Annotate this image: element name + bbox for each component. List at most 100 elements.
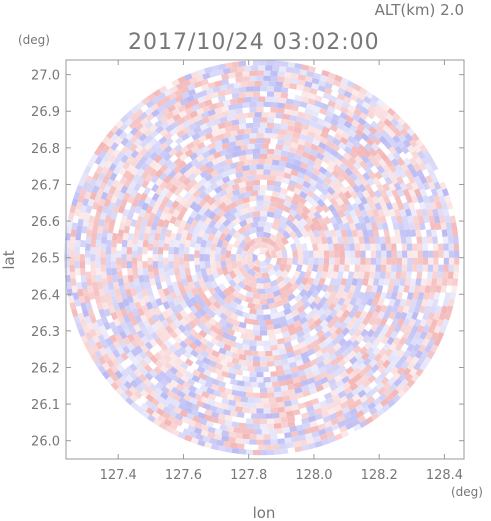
radar-gate xyxy=(263,434,271,440)
radar-gate xyxy=(397,305,405,314)
radar-gate xyxy=(335,197,345,207)
radar-gate xyxy=(402,305,410,314)
radar-gate xyxy=(233,177,242,185)
radar-gate xyxy=(314,324,324,333)
radar-gate xyxy=(162,257,169,265)
radar-gate xyxy=(396,250,403,258)
radar-gate xyxy=(416,194,424,204)
radar-gate xyxy=(123,281,130,290)
radar-gate xyxy=(415,208,423,217)
radar-gate xyxy=(247,80,255,87)
radar-gate xyxy=(285,98,294,105)
radar-gate xyxy=(280,326,289,334)
radar-gate xyxy=(205,340,215,349)
radar-gate xyxy=(305,216,314,226)
radar-gate xyxy=(82,198,90,207)
radar-gate xyxy=(242,102,250,108)
y-tick-label: 27.0 xyxy=(31,69,60,84)
radar-gate xyxy=(91,232,98,241)
radar-gate xyxy=(339,257,345,266)
radar-gate xyxy=(294,293,303,303)
radar-gate xyxy=(277,433,285,439)
radar-gate xyxy=(144,225,152,234)
radar-gate xyxy=(322,264,329,273)
radar-gate xyxy=(96,188,104,197)
radar-gate xyxy=(201,391,210,399)
radar-gate xyxy=(346,215,355,225)
radar-gate xyxy=(403,157,412,166)
radar-gate xyxy=(391,305,399,314)
radar-gate xyxy=(351,119,360,128)
radar-gate xyxy=(327,129,337,138)
radar-gate xyxy=(337,191,347,201)
radar-gate xyxy=(331,296,340,306)
radar-gate xyxy=(217,386,226,394)
radar-gate xyxy=(412,343,421,353)
radar-gate xyxy=(384,330,393,339)
radar-gate xyxy=(141,410,150,419)
radar-gate xyxy=(108,343,117,353)
radar-gate xyxy=(415,278,422,287)
radar-gate xyxy=(233,297,243,305)
radar-gate xyxy=(278,263,287,273)
radar-gate xyxy=(289,83,298,90)
radar-gate xyxy=(334,326,344,336)
radar-gate xyxy=(184,344,194,354)
radar-gate xyxy=(312,402,321,411)
radar-gate xyxy=(270,201,279,208)
radar-gate xyxy=(158,421,168,430)
radar-gate xyxy=(341,179,350,189)
radar-gate xyxy=(383,118,393,128)
radar-gate xyxy=(277,107,285,114)
radar-gate xyxy=(363,236,370,245)
radar-gate xyxy=(405,324,414,334)
radar-gate xyxy=(316,177,326,186)
radar-gate xyxy=(270,402,278,409)
radar-gate xyxy=(173,143,183,153)
radar-gate xyxy=(216,374,225,382)
radar-gate xyxy=(402,250,408,258)
radar-gate xyxy=(193,125,202,134)
radar-gate xyxy=(208,147,217,156)
radar-gate xyxy=(217,445,226,452)
radar-gate xyxy=(274,269,284,279)
radar-gate xyxy=(85,205,93,214)
radar-gate xyxy=(106,274,113,283)
radar-gate xyxy=(309,120,318,128)
radar-gate xyxy=(187,194,197,204)
radar-gate xyxy=(148,338,158,347)
radar-gate xyxy=(290,371,299,379)
radar-gate xyxy=(168,415,177,424)
radar-gate xyxy=(266,324,275,331)
radar-gate xyxy=(261,429,269,435)
radar-gate xyxy=(430,305,438,314)
radar-gate xyxy=(126,342,135,352)
radar-gate xyxy=(285,130,294,137)
radar-gate xyxy=(82,325,90,334)
radar-gate xyxy=(340,291,349,300)
radar-gate xyxy=(195,235,203,245)
radar-gate xyxy=(252,361,260,367)
radar-gate xyxy=(163,243,170,251)
radar-gate xyxy=(302,422,311,430)
radar-gate xyxy=(409,138,418,148)
radar-gate xyxy=(117,301,126,310)
radar-gate xyxy=(435,222,442,231)
radar-gate xyxy=(112,204,120,214)
radar-gate xyxy=(179,152,188,162)
radar-gate xyxy=(116,250,122,258)
radar-gate xyxy=(85,243,91,251)
radar-gate xyxy=(165,81,174,90)
radar-gate xyxy=(294,212,303,222)
radar-gate xyxy=(376,165,386,174)
radar-gate xyxy=(387,129,397,139)
radar-gate xyxy=(302,326,312,335)
radar-gate xyxy=(356,383,366,393)
radar-gate xyxy=(79,261,86,269)
radar-gate xyxy=(256,70,264,76)
radar-gate xyxy=(300,295,309,304)
radar-gate xyxy=(90,261,96,269)
radar-gate xyxy=(271,349,280,356)
radar-gate xyxy=(277,165,286,173)
radar-gate xyxy=(101,271,108,279)
